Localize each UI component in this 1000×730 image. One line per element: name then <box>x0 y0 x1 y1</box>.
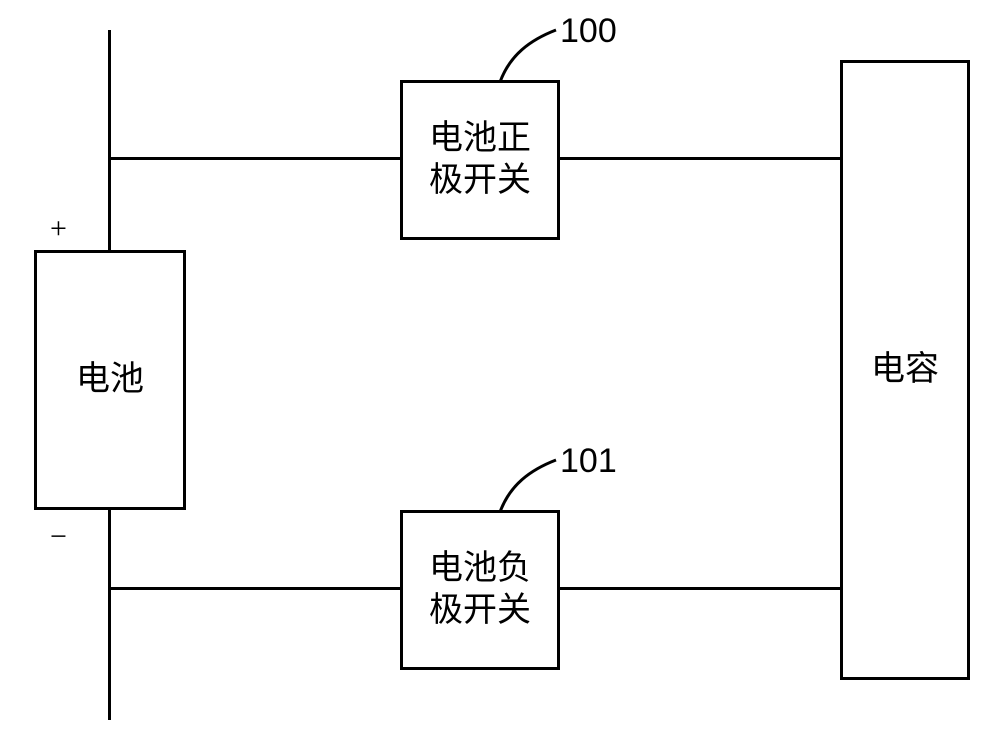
leader-101 <box>500 460 556 512</box>
diagram-canvas: 电池 电池正 极开关 电池负 极开关 电容 + − 100 101 <box>0 0 1000 730</box>
leader-100 <box>500 30 556 82</box>
leader-lines <box>0 0 1000 730</box>
